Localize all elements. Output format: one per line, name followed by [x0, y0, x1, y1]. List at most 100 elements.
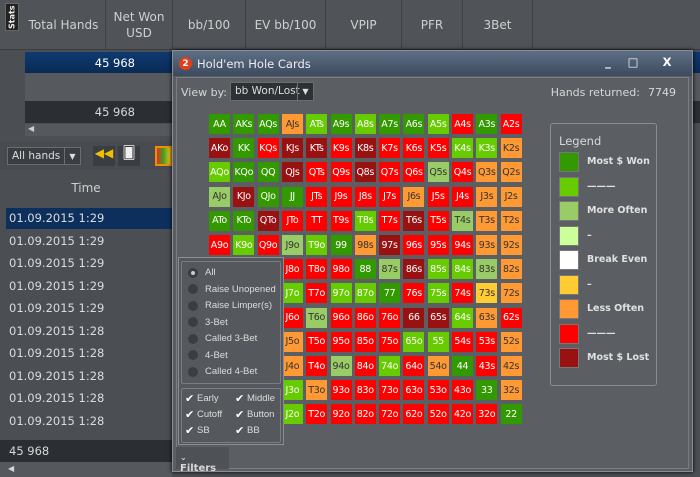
maximize-button[interactable]: □ [627, 55, 639, 69]
hole-card-cell[interactable]: 76o [379, 307, 401, 328]
hole-card-cell[interactable]: Q2s [500, 162, 522, 183]
hole-card-cell[interactable]: 86s [403, 259, 425, 280]
cards-icon[interactable]: 🂠 [118, 146, 140, 166]
position-checkbox[interactable]: ✔ Button [235, 408, 274, 421]
hole-card-cell[interactable]: A3s [476, 114, 498, 134]
hole-card-cell[interactable]: 84s [452, 259, 473, 280]
hole-card-cell[interactable]: 86o [354, 307, 376, 328]
hole-card-cell[interactable]: K2s [500, 138, 522, 159]
bottom-scrollbar[interactable]: ◀ [0, 462, 172, 477]
action-radio[interactable]: 3-Bet [188, 317, 228, 328]
hole-card-cell[interactable]: 55 [427, 331, 449, 352]
hole-card-cell[interactable]: 85o [354, 331, 376, 352]
view-by-select[interactable]: bb Won/Lost ▼ [230, 82, 314, 101]
hole-card-cell[interactable]: K9s [330, 138, 352, 159]
horizontal-scrollbar[interactable]: ◀ [25, 124, 175, 136]
hole-card-cell[interactable]: A6s [403, 114, 425, 134]
hole-card-cell[interactable]: KJo [233, 186, 255, 207]
time-list-item[interactable]: 01.09.2015 1:28 [9, 368, 105, 383]
hole-card-cell[interactable]: 97s [379, 235, 401, 255]
hole-card-cell[interactable]: QTs [306, 162, 328, 183]
hole-card-cell[interactable]: 33 [476, 380, 498, 401]
hole-card-cell[interactable]: 32o [476, 404, 498, 425]
hole-card-cell[interactable]: AJs [281, 114, 303, 134]
hole-card-cell[interactable]: Q6s [403, 162, 425, 183]
action-radio[interactable]: Called 3-Bet [188, 333, 257, 344]
hole-card-cell[interactable]: A2s [500, 114, 522, 134]
hole-card-cell[interactable]: K4s [452, 138, 473, 159]
col-bb100[interactable]: bb/100 [173, 0, 246, 50]
hole-card-cell[interactable]: J9o [281, 235, 303, 255]
hole-card-cell[interactable]: AKs [233, 114, 255, 134]
hole-card-cell[interactable]: T9s [330, 210, 352, 231]
time-list-item[interactable]: 01.09.2015 1:28 [9, 346, 105, 360]
hole-card-cell[interactable]: T4o [306, 356, 328, 376]
hole-card-cell[interactable]: AA [209, 114, 230, 134]
hole-card-cell[interactable]: AKo [209, 138, 230, 159]
hole-card-cell[interactable]: A9s [330, 114, 352, 134]
hole-card-cell[interactable]: 75s [427, 283, 449, 304]
hole-card-cell[interactable]: QQ [257, 162, 279, 183]
hole-card-cell[interactable]: J2o [281, 404, 303, 425]
hole-card-cell[interactable]: T2o [306, 404, 328, 425]
hole-card-cell[interactable]: T7s [379, 210, 401, 231]
hole-card-cell[interactable]: J8o [281, 259, 303, 280]
hole-card-cell[interactable]: QJo [257, 186, 279, 207]
hole-card-cell[interactable]: 82o [354, 404, 376, 425]
hole-card-cell[interactable]: J4s [452, 186, 473, 207]
close-button[interactable]: X [662, 55, 672, 69]
hole-card-cell[interactable]: A9o [209, 235, 230, 255]
hole-card-cell[interactable]: 74s [452, 283, 473, 304]
position-checkbox[interactable]: ✔ Cutoff [185, 408, 222, 421]
position-checkbox[interactable]: ✔ BB [235, 424, 260, 437]
hole-card-cell[interactable]: 42o [452, 404, 473, 425]
hole-card-cell[interactable]: 88 [354, 259, 376, 280]
hole-card-cell[interactable]: 95s [427, 235, 449, 255]
scroll-left-icon[interactable]: ◀ [28, 124, 35, 133]
filters-tab[interactable]: ⌄ Filters [176, 447, 229, 474]
hole-card-cell[interactable]: 44 [452, 356, 473, 376]
hole-card-cell[interactable]: T2s [500, 210, 522, 231]
hole-card-cell[interactable]: T8o [306, 259, 328, 280]
hole-card-cell[interactable]: T5s [427, 210, 449, 231]
hole-card-cell[interactable]: ATs [306, 114, 328, 134]
hole-card-cell[interactable]: JTo [281, 210, 303, 231]
time-list-item[interactable]: 01.09.2015 1:28 [9, 323, 105, 338]
hole-card-cell[interactable]: J7s [379, 186, 401, 207]
hole-card-cell[interactable]: 93o [330, 380, 352, 401]
time-list-item[interactable]: 01.09.2015 1:28 [9, 413, 105, 428]
hole-card-cell[interactable]: 62s [500, 307, 522, 328]
hole-card-cell[interactable]: T3s [476, 210, 498, 231]
hole-card-cell[interactable]: K3s [476, 138, 498, 159]
hole-card-cell[interactable]: TT [306, 210, 328, 231]
hole-card-cell[interactable]: JJ [281, 186, 303, 207]
time-list-item[interactable]: 01.09.2015 1:29 [9, 256, 105, 270]
stats-tab[interactable]: Stats [5, 3, 19, 31]
hole-card-cell[interactable]: 85s [427, 259, 449, 280]
hole-card-cell[interactable]: AQs [257, 114, 279, 134]
hole-card-cell[interactable]: 54o [427, 356, 449, 376]
hole-card-cell[interactable]: 52s [500, 331, 522, 352]
hole-card-cell[interactable]: 99 [330, 235, 352, 255]
hole-card-cell[interactable]: 64o [403, 356, 425, 376]
hole-card-cell[interactable]: 97o [330, 283, 352, 304]
hole-card-cell[interactable]: Q9s [330, 162, 352, 183]
hole-card-cell[interactable]: J8s [354, 186, 376, 207]
hole-card-cell[interactable]: K7s [379, 138, 401, 159]
col-pfr[interactable]: PFR [402, 0, 463, 50]
hole-card-cell[interactable]: 32s [500, 380, 522, 401]
hole-card-cell[interactable]: 82s [500, 259, 522, 280]
hole-card-cell[interactable]: A5s [427, 114, 449, 134]
time-list-item[interactable]: 01.09.2015 1:29 [6, 208, 172, 229]
minimize-button[interactable]: _ [605, 55, 611, 69]
action-radio[interactable]: Raise Limper(s) [188, 300, 272, 311]
hole-card-cell[interactable]: 73s [476, 283, 498, 304]
hole-card-cell[interactable]: J7o [281, 283, 303, 304]
hole-card-cell[interactable]: 83o [354, 380, 376, 401]
hole-card-cell[interactable]: Q7s [379, 162, 401, 183]
time-list-item[interactable]: 01.09.2015 1:29 [9, 233, 105, 248]
hole-card-cell[interactable]: 87o [354, 283, 376, 304]
col-ev-bb100[interactable]: EV bb/100 [246, 0, 326, 50]
hole-card-cell[interactable]: J3o [281, 380, 303, 401]
hole-card-cell[interactable]: 96s [403, 235, 425, 255]
